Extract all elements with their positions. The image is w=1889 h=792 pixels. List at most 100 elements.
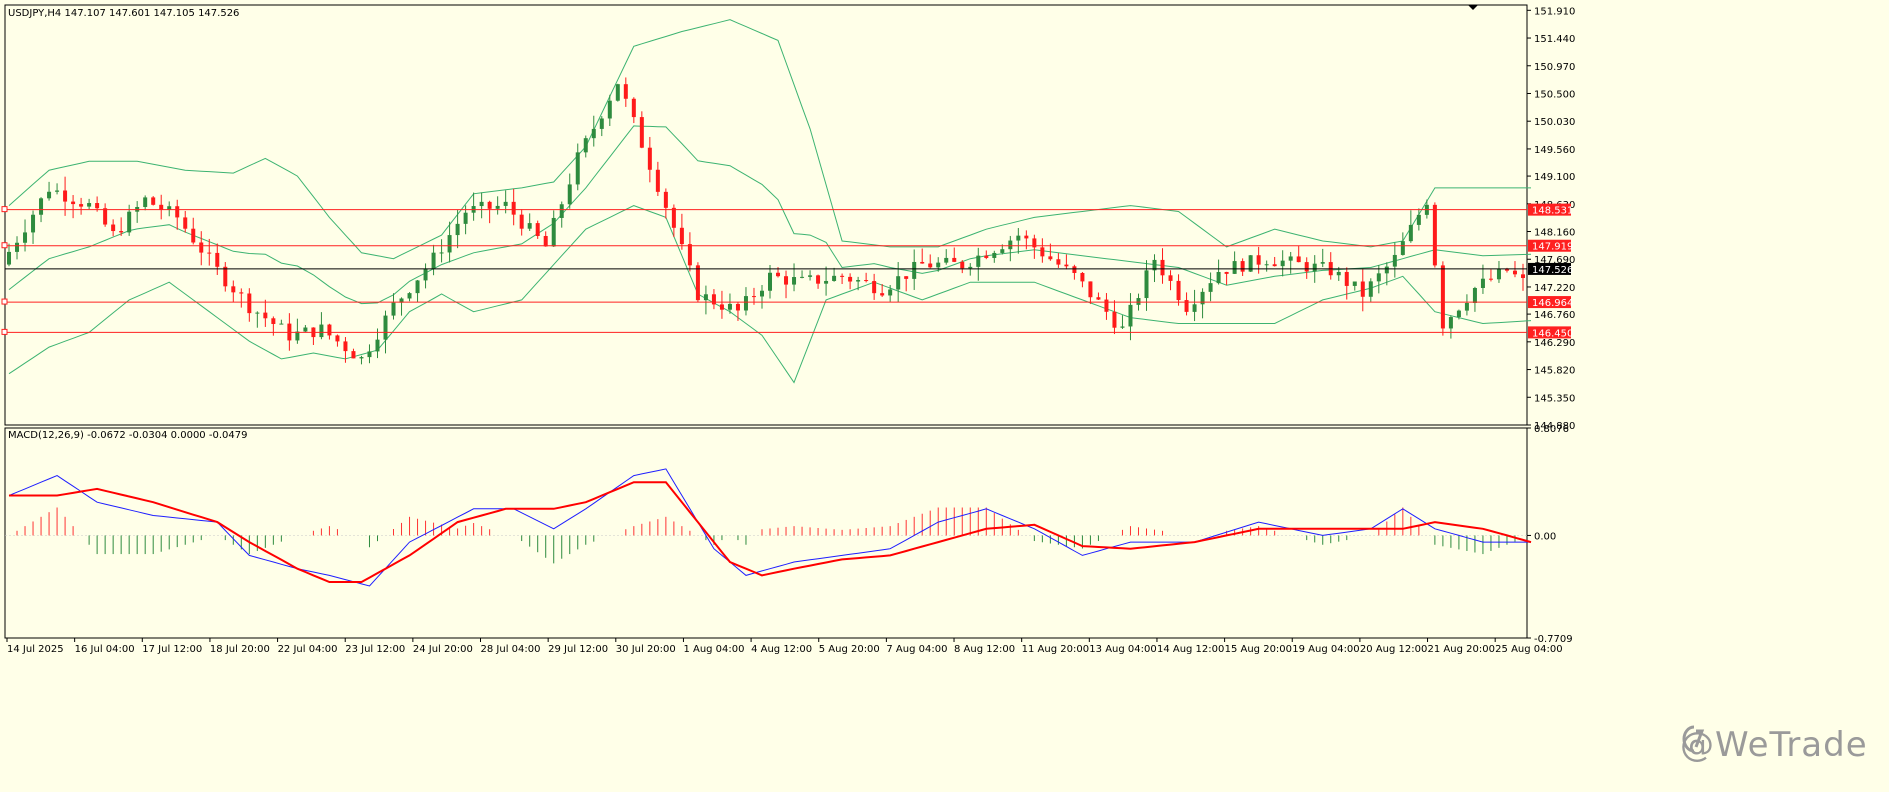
candle[interactable] [63,190,68,202]
candle[interactable] [1080,272,1085,282]
candle[interactable] [856,280,861,282]
candle[interactable] [1256,255,1261,265]
candle[interactable] [23,232,28,243]
candle[interactable] [904,276,909,279]
candle[interactable] [591,128,596,139]
candle[interactable] [1208,283,1213,292]
candle[interactable] [327,324,332,336]
candle[interactable] [1312,263,1317,272]
candle[interactable] [239,292,244,294]
candle[interactable] [1096,297,1101,300]
candle[interactable] [936,262,941,268]
candle[interactable] [920,261,925,264]
candle[interactable] [183,217,188,229]
candle[interactable] [1024,235,1029,239]
candle[interactable] [359,357,364,359]
candle[interactable] [1016,235,1021,241]
candle[interactable] [1072,266,1077,273]
candle[interactable] [455,223,460,236]
candle[interactable] [832,275,837,281]
candle[interactable] [575,152,580,185]
candle[interactable] [1248,255,1253,272]
candle[interactable] [1448,317,1453,329]
candle[interactable] [695,265,700,301]
candle[interactable] [631,98,636,118]
candle[interactable] [375,339,380,352]
candle[interactable] [71,201,76,205]
candle[interactable] [39,198,44,215]
candle[interactable] [1064,264,1069,267]
candle[interactable] [1152,259,1157,271]
candle[interactable] [383,315,388,340]
candle[interactable] [1000,249,1005,253]
candle[interactable] [1520,274,1525,278]
candle[interactable] [111,224,116,232]
candle[interactable] [559,204,564,218]
candle[interactable] [960,261,965,269]
candle[interactable] [1136,298,1141,305]
candle[interactable] [295,331,300,341]
candle[interactable] [912,261,917,279]
candle[interactable] [1304,262,1309,272]
candle[interactable] [768,272,773,291]
candle[interactable] [984,255,989,258]
candle[interactable] [599,118,604,129]
candle[interactable] [1240,261,1245,272]
candle[interactable] [79,204,84,207]
candle[interactable] [247,293,252,314]
candle[interactable] [639,117,644,148]
candle[interactable] [191,228,196,243]
candle[interactable] [952,257,957,262]
candle[interactable] [31,214,36,233]
candle[interactable] [1440,265,1445,329]
candle[interactable] [1376,273,1381,282]
candle[interactable] [255,312,260,314]
candle[interactable] [1192,304,1197,312]
candle[interactable] [495,205,500,209]
level-anchor-icon[interactable] [1,298,8,305]
candle[interactable] [864,280,869,282]
candle[interactable] [151,197,156,205]
candle[interactable] [415,280,420,294]
candle[interactable] [1056,259,1061,265]
candle[interactable] [888,289,893,296]
candle[interactable] [1496,268,1501,280]
candle[interactable] [503,201,508,206]
candle[interactable] [1104,299,1109,312]
candle[interactable] [719,304,724,310]
candle[interactable] [784,276,789,285]
candle[interactable] [1216,271,1221,284]
candle[interactable] [1392,254,1397,267]
candle[interactable] [800,276,805,278]
candle[interactable] [1344,271,1349,286]
candle[interactable] [159,204,164,210]
candle[interactable] [103,208,108,225]
candle[interactable] [1224,271,1229,274]
candle[interactable] [1176,280,1181,301]
candle[interactable] [463,212,468,224]
candle[interactable] [872,281,877,294]
candle[interactable] [1160,259,1165,276]
candle[interactable] [1272,264,1277,267]
candle[interactable] [808,275,813,277]
candle[interactable] [1112,311,1117,328]
candle[interactable] [431,252,436,269]
candle[interactable] [199,242,204,253]
candle[interactable] [743,296,748,311]
candle[interactable] [976,255,981,267]
candle[interactable] [223,266,228,287]
candle[interactable] [1432,204,1437,266]
candle[interactable] [792,277,797,285]
candle[interactable] [511,201,516,215]
candle[interactable] [671,207,676,228]
candle[interactable] [759,290,764,297]
candle[interactable] [583,138,588,153]
candle[interactable] [1040,247,1045,257]
candle[interactable] [127,211,132,233]
candle[interactable] [351,351,356,359]
candle[interactable] [928,263,933,268]
candle[interactable] [1320,262,1325,264]
candle[interactable] [1368,281,1373,297]
candle[interactable] [1280,260,1285,267]
candle[interactable] [1512,270,1517,275]
